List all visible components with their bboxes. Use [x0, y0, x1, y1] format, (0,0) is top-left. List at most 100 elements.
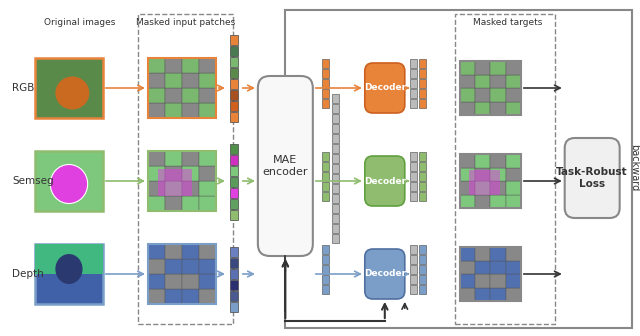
FancyBboxPatch shape — [182, 289, 199, 304]
FancyBboxPatch shape — [230, 46, 238, 56]
Ellipse shape — [56, 254, 83, 284]
Text: RGB: RGB — [12, 83, 35, 93]
FancyBboxPatch shape — [230, 155, 238, 165]
FancyBboxPatch shape — [199, 274, 216, 289]
FancyBboxPatch shape — [506, 88, 521, 101]
FancyBboxPatch shape — [332, 174, 339, 183]
Text: Decoder: Decoder — [364, 269, 406, 279]
FancyBboxPatch shape — [419, 285, 426, 294]
FancyBboxPatch shape — [182, 166, 199, 181]
FancyBboxPatch shape — [165, 73, 182, 88]
FancyBboxPatch shape — [182, 259, 199, 274]
FancyBboxPatch shape — [490, 61, 506, 75]
FancyBboxPatch shape — [506, 61, 521, 75]
Text: Masked targets: Masked targets — [473, 18, 543, 27]
FancyBboxPatch shape — [490, 154, 506, 168]
FancyBboxPatch shape — [332, 124, 339, 133]
FancyBboxPatch shape — [230, 101, 238, 111]
FancyBboxPatch shape — [419, 275, 426, 284]
FancyBboxPatch shape — [165, 58, 182, 73]
FancyBboxPatch shape — [506, 101, 521, 115]
FancyBboxPatch shape — [490, 288, 506, 301]
Ellipse shape — [51, 165, 88, 204]
FancyBboxPatch shape — [35, 244, 103, 274]
FancyBboxPatch shape — [475, 75, 490, 88]
FancyBboxPatch shape — [182, 151, 199, 166]
FancyBboxPatch shape — [460, 288, 475, 301]
FancyBboxPatch shape — [475, 274, 490, 288]
FancyBboxPatch shape — [332, 224, 339, 233]
FancyBboxPatch shape — [165, 151, 182, 166]
Ellipse shape — [56, 77, 90, 110]
FancyBboxPatch shape — [419, 99, 426, 108]
FancyBboxPatch shape — [199, 181, 216, 196]
FancyBboxPatch shape — [365, 249, 404, 299]
Text: Decoder: Decoder — [364, 84, 406, 92]
FancyBboxPatch shape — [475, 168, 490, 181]
Text: Depth: Depth — [12, 269, 44, 279]
FancyBboxPatch shape — [419, 69, 426, 78]
FancyBboxPatch shape — [469, 170, 499, 195]
FancyBboxPatch shape — [506, 168, 521, 181]
FancyBboxPatch shape — [230, 143, 238, 154]
FancyBboxPatch shape — [475, 260, 490, 274]
FancyBboxPatch shape — [322, 162, 329, 171]
Text: Semseg: Semseg — [12, 176, 54, 186]
FancyBboxPatch shape — [332, 164, 339, 173]
FancyBboxPatch shape — [419, 192, 426, 201]
FancyBboxPatch shape — [332, 144, 339, 153]
FancyBboxPatch shape — [506, 288, 521, 301]
FancyBboxPatch shape — [419, 162, 426, 171]
FancyBboxPatch shape — [322, 182, 329, 191]
FancyBboxPatch shape — [199, 151, 216, 166]
FancyBboxPatch shape — [230, 112, 238, 122]
FancyBboxPatch shape — [490, 101, 506, 115]
FancyBboxPatch shape — [148, 259, 165, 274]
FancyBboxPatch shape — [410, 285, 417, 294]
FancyBboxPatch shape — [460, 61, 475, 75]
FancyBboxPatch shape — [460, 260, 475, 274]
FancyBboxPatch shape — [460, 154, 475, 168]
FancyBboxPatch shape — [148, 244, 165, 259]
FancyBboxPatch shape — [410, 245, 417, 254]
FancyBboxPatch shape — [410, 275, 417, 284]
FancyBboxPatch shape — [506, 195, 521, 208]
FancyBboxPatch shape — [490, 88, 506, 101]
FancyBboxPatch shape — [322, 275, 329, 284]
FancyBboxPatch shape — [410, 59, 417, 68]
FancyBboxPatch shape — [230, 210, 238, 219]
FancyBboxPatch shape — [419, 79, 426, 88]
FancyBboxPatch shape — [230, 269, 238, 279]
FancyBboxPatch shape — [460, 274, 475, 288]
FancyBboxPatch shape — [490, 181, 506, 195]
FancyBboxPatch shape — [410, 192, 417, 201]
FancyBboxPatch shape — [258, 76, 313, 256]
FancyBboxPatch shape — [332, 184, 339, 193]
FancyBboxPatch shape — [475, 61, 490, 75]
FancyBboxPatch shape — [475, 195, 490, 208]
FancyBboxPatch shape — [182, 103, 199, 118]
FancyBboxPatch shape — [230, 258, 238, 268]
FancyBboxPatch shape — [322, 69, 329, 78]
FancyBboxPatch shape — [165, 196, 182, 211]
FancyBboxPatch shape — [460, 181, 475, 195]
FancyBboxPatch shape — [165, 244, 182, 259]
FancyBboxPatch shape — [475, 247, 490, 260]
FancyBboxPatch shape — [199, 58, 216, 73]
FancyBboxPatch shape — [475, 288, 490, 301]
FancyBboxPatch shape — [332, 204, 339, 213]
FancyBboxPatch shape — [460, 101, 475, 115]
FancyBboxPatch shape — [460, 247, 475, 260]
FancyBboxPatch shape — [165, 166, 182, 181]
FancyBboxPatch shape — [199, 166, 216, 181]
FancyBboxPatch shape — [199, 259, 216, 274]
FancyBboxPatch shape — [148, 181, 165, 196]
FancyBboxPatch shape — [230, 79, 238, 89]
FancyBboxPatch shape — [182, 88, 199, 103]
FancyBboxPatch shape — [419, 172, 426, 181]
FancyBboxPatch shape — [410, 152, 417, 161]
FancyBboxPatch shape — [460, 75, 475, 88]
FancyBboxPatch shape — [35, 58, 103, 118]
FancyBboxPatch shape — [230, 199, 238, 209]
FancyBboxPatch shape — [148, 88, 165, 103]
